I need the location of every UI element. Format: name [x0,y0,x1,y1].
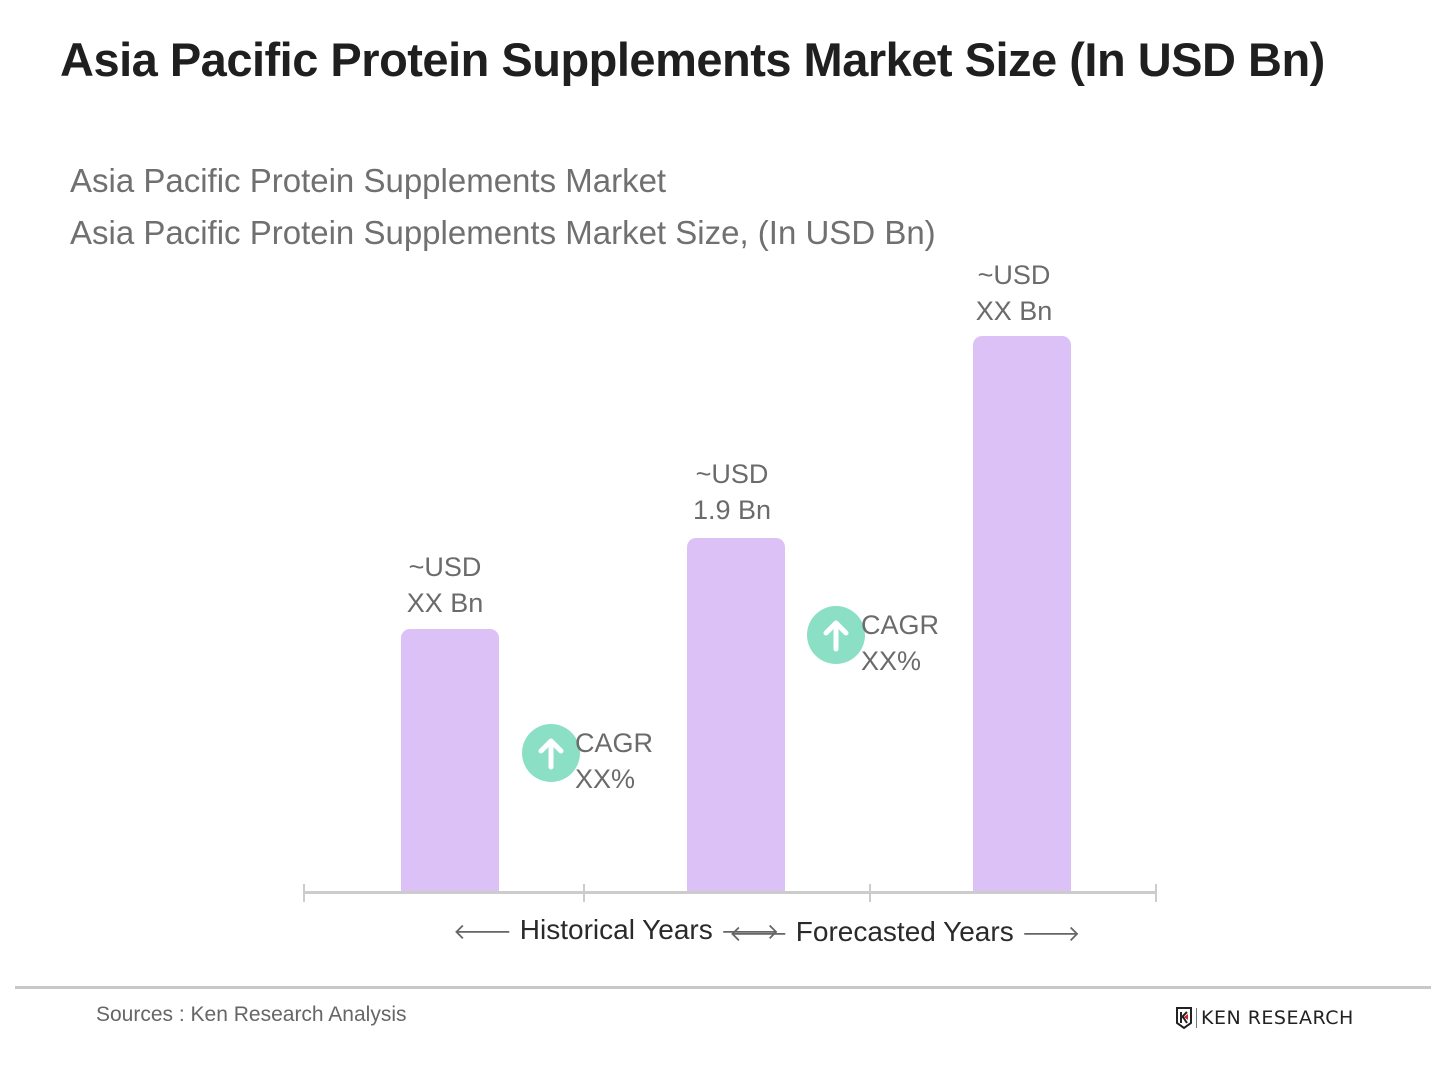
arrow-up-icon [807,606,865,664]
chart-subtitle-size: Asia Pacific Protein Supplements Market … [70,214,936,251]
x-axis-tick [1155,884,1157,902]
logo-separator [1196,1008,1197,1028]
bar-1-value-label: ~USD XX Bn [395,549,495,621]
x-axis-tick [583,884,585,902]
arrow-right-icon: 🡒 [720,919,780,944]
chart-title: Asia Pacific Protein Supplements Market … [60,33,1325,86]
logo-text: KEN RESEARCH [1201,1007,1354,1029]
bar-2-value-label: ~USD 1.9 Bn [680,456,784,528]
bar-3-label-line2: XX Bn [975,296,1053,326]
bar-2-label-line1: ~USD [695,459,769,489]
cagr-historical-label: CAGR XX% [575,725,653,797]
chart-subtitle-market: Asia Pacific Protein Supplements Market [70,162,667,199]
cagr-1-line2: XX% [575,764,636,794]
bar-3-label-line1: ~USD [977,260,1051,290]
bar-1-label-line2: XX Bn [406,588,484,618]
bar-historical [401,629,499,892]
ken-research-logo: KEN RESEARCH [1175,1006,1354,1030]
x-axis-tick [303,884,305,902]
arrow-left-icon: 🡐 [729,921,788,946]
bar-1-label-line1: ~USD [408,552,482,582]
cagr-2-line1: CAGR [861,610,940,640]
arrow-right-icon: 🡒 [1021,921,1081,946]
historical-years-text: Historical Years [519,914,713,945]
bar-3-value-label: ~USD XX Bn [964,257,1064,329]
forecasted-years-text: Forecasted Years [795,916,1014,947]
cagr-1-line1: CAGR [575,728,654,758]
bar-forecast [973,336,1071,892]
historical-years-label: 🡐 Historical Years 🡒 [453,914,780,946]
footer-divider [15,986,1431,989]
cagr-forecast-label: CAGR XX% [861,607,939,679]
arrow-left-icon: 🡐 [453,919,512,944]
bar-2-label-line2: 1.9 Bn [692,495,772,525]
x-axis [303,891,1157,894]
source-note: Sources : Ken Research Analysis [96,1003,407,1026]
forecasted-years-label: 🡐 Forecasted Years 🡒 [729,916,1080,948]
ken-research-logo-icon [1176,1007,1192,1029]
x-axis-tick [869,884,871,902]
cagr-2-line2: XX% [861,646,922,676]
arrow-up-icon [522,724,580,782]
bar-base-year [687,538,785,892]
